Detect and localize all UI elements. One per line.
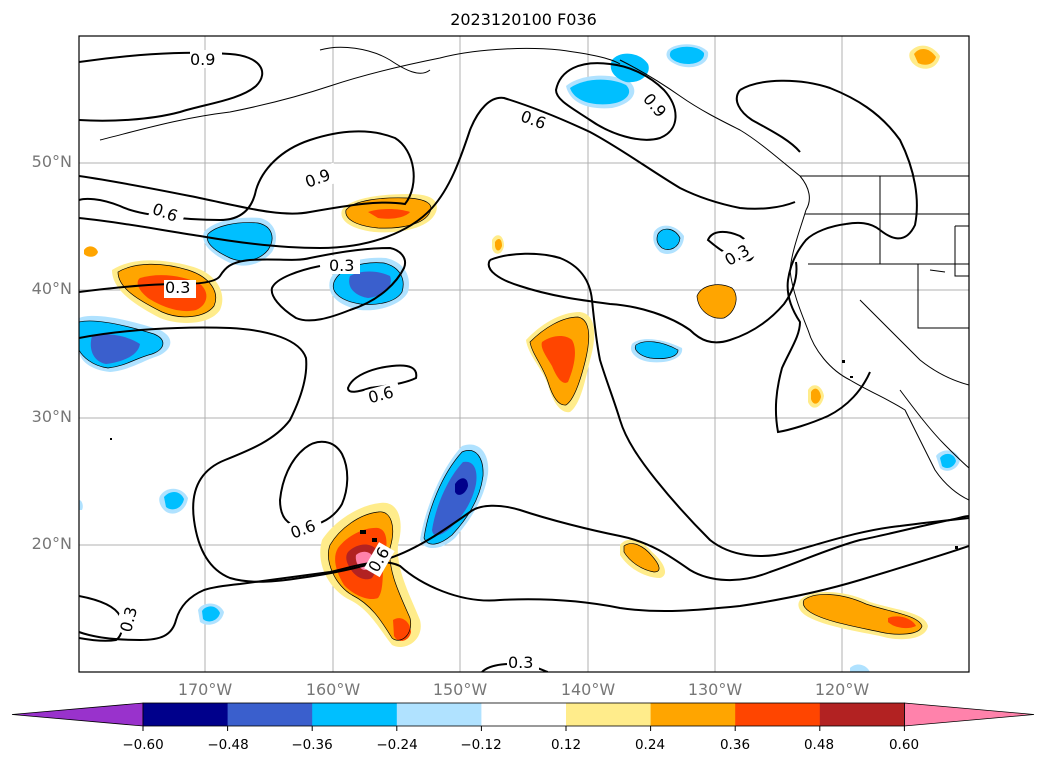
colorbar-tick-label: 0.36: [719, 737, 751, 753]
colorbar-tick-label: −0.24: [376, 737, 418, 753]
lon-label: 170°W: [177, 680, 233, 699]
negative-anomaly-hawaii-east: [420, 444, 489, 549]
lon-label: 120°W: [814, 680, 870, 699]
shaded-fields: [79, 44, 960, 672]
colorbar-tick-label: −0.48: [207, 737, 249, 753]
contour-lines: [79, 51, 969, 672]
lat-label: 50°N: [31, 152, 72, 171]
colorbar-cell: [481, 703, 567, 726]
coastlines: [99, 46, 969, 501]
lon-label: 140°W: [560, 680, 616, 699]
colorbar-tick-label: 0.12: [550, 737, 582, 753]
colorbar-tick-label: 0.60: [888, 737, 920, 753]
map-frame: [78, 35, 970, 673]
contour-label: 0.3: [508, 653, 533, 672]
contour-label: 0.3: [116, 605, 141, 635]
lon-label: 160°W: [305, 680, 361, 699]
colorbar-cell: [735, 703, 821, 726]
colorbar: [11, 702, 1035, 731]
colorbar-cell: [227, 703, 313, 726]
positive-anomaly-small-1: [697, 284, 737, 319]
lon-label: 150°W: [432, 680, 488, 699]
colorbar-cell: [312, 703, 398, 726]
gridlines: [79, 36, 969, 672]
map-panel: 0.9 0.6 0.9 0.9 0.6 0.3 0.3 0.3 0.6 0.6 …: [78, 35, 970, 673]
lat-label: 40°N: [31, 279, 72, 298]
lon-label: 130°W: [687, 680, 743, 699]
contour-label: 0.3: [165, 278, 190, 297]
colorbar-tick-label: −0.60: [122, 737, 164, 753]
lat-label: 30°N: [31, 407, 72, 426]
colorbar-extend-low: [11, 702, 144, 727]
colorbar-extend-high: [904, 702, 1035, 727]
lat-label: 20°N: [31, 534, 72, 553]
positive-anomaly-hawaii: [320, 502, 421, 648]
colorbar-tick-label: 0.24: [634, 737, 666, 753]
positive-anomaly-central: [526, 312, 595, 413]
colorbar-outline: [142, 702, 905, 727]
colorbar-cell: [819, 703, 905, 726]
colorbar-cell: [143, 703, 229, 726]
positive-anomaly-north: [341, 194, 437, 233]
colorbar-cell: [566, 703, 652, 726]
contour-label: 0.9: [190, 50, 215, 69]
contour-label: 0.3: [329, 256, 354, 275]
colorbar-tick-label: −0.12: [460, 737, 502, 753]
map-title: 2023120100 F036: [450, 10, 597, 29]
colorbar-cell: [396, 703, 482, 726]
colorbar-tick-label: −0.36: [291, 737, 333, 753]
colorbar-tick-label: 0.48: [803, 737, 835, 753]
colorbar-cell: [650, 703, 736, 726]
shade-outlines: [79, 197, 923, 641]
